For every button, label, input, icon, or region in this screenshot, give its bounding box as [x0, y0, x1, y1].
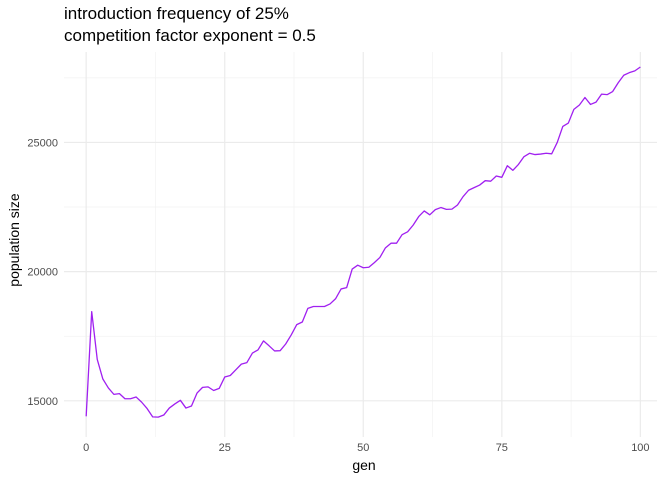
x-tick-labels: 0 25 50 75 100 — [83, 442, 649, 454]
x-tick-label: 75 — [496, 442, 508, 454]
chart-title: introduction frequency of 25% — [64, 4, 289, 23]
y-tick-label: 25000 — [27, 137, 58, 149]
y-tick-label: 15000 — [27, 396, 58, 408]
minor-gridlines — [64, 52, 657, 437]
y-axis-title: population size — [6, 193, 22, 287]
x-tick-label: 100 — [631, 442, 649, 454]
x-tick-label: 25 — [219, 442, 231, 454]
series-line — [85, 66, 641, 418]
x-tick-label: 50 — [357, 442, 369, 454]
x-axis-title: gen — [352, 457, 375, 473]
x-tick-label: 0 — [83, 442, 89, 454]
y-tick-labels: 15000 20000 25000 — [27, 137, 58, 407]
chart-subtitle: competition factor exponent = 0.5 — [64, 26, 316, 45]
y-tick-label: 20000 — [27, 267, 58, 279]
series-layer — [85, 66, 641, 418]
major-gridlines — [64, 52, 657, 437]
